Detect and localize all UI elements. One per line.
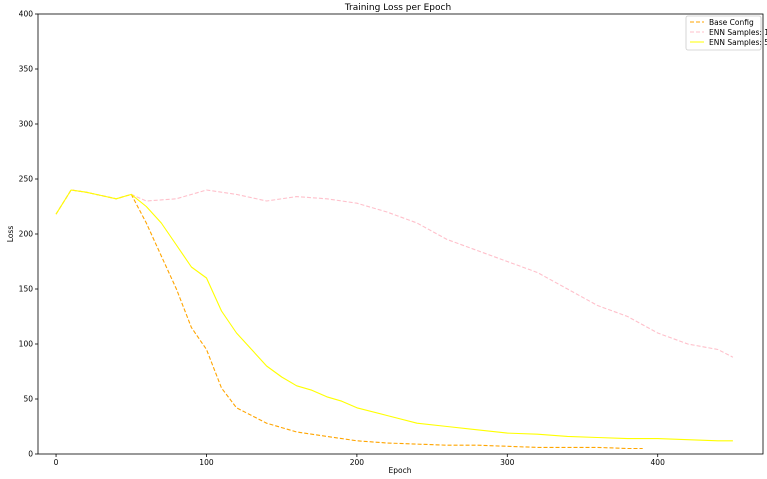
plot-frame [37,13,764,455]
y-tick-label: 200 [19,230,34,239]
legend-label-base-config: Base Config [709,18,754,27]
y-axis-label: Loss [6,226,15,243]
y-tick-label: 250 [19,175,34,184]
y-tick-label: 150 [19,285,34,294]
x-tick-label: 300 [500,458,515,467]
legend-label-enn-10: ENN Samples: 10 [709,28,767,37]
legend: Base Config ENN Samples: 10 ENN Samples:… [685,15,767,51]
y-tick-label: 350 [19,65,34,74]
x-tick-label: 200 [350,458,365,467]
legend-label-enn-50: ENN Samples: 50 [709,38,767,47]
series-layer [55,189,734,450]
series-line-2 [55,189,734,358]
series-line-3 [55,189,733,442]
x-tick-label: 400 [651,458,666,467]
y-tick-label: 50 [23,395,33,404]
series-line-1 [55,189,643,450]
x-tick-label: 0 [54,458,59,467]
axes-layer: 0 100 200 300 400 0 50 100 150 200 250 300 350 400 [19,10,665,467]
x-axis-label: Epoch [389,466,412,475]
chart-title: Training Loss per Epoch [344,3,451,13]
y-tick-label: 100 [19,340,34,349]
y-tick-label: 400 [19,10,34,19]
y-tick-label: 300 [19,120,34,129]
legend-box [685,15,762,51]
x-tick-label: 100 [199,458,214,467]
y-tick-label: 0 [28,450,33,459]
